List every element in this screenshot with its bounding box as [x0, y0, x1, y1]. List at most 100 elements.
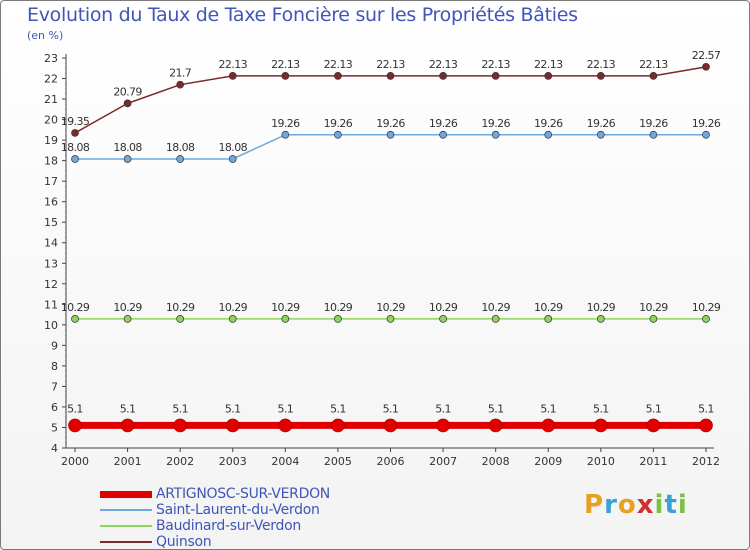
y-tick-label: 20: [44, 114, 58, 127]
y-minor-tick: [65, 339, 66, 341]
data-label: 18.08: [113, 141, 142, 154]
data-label: 19.26: [271, 117, 300, 130]
data-label: 10.29: [324, 301, 353, 314]
data-label: 19.26: [481, 117, 510, 130]
data-point: [702, 62, 710, 71]
data-label: 10.29: [61, 301, 90, 314]
y-tick-label: 16: [44, 196, 58, 209]
data-point: [334, 315, 342, 323]
data-point: [71, 129, 79, 137]
data-point: [123, 155, 132, 163]
data-point: [436, 418, 450, 433]
y-minor-tick: [65, 185, 66, 187]
y-minor-tick: [65, 401, 66, 403]
logo-letter: x: [636, 490, 655, 520]
data-label: 5.1: [383, 402, 399, 415]
y-minor-tick: [65, 437, 66, 439]
data-label: 21.7: [169, 67, 192, 80]
y-minor-tick: [65, 360, 66, 362]
data-point: [596, 130, 605, 139]
x-tick-label: 2003: [219, 455, 247, 468]
data-point: [702, 315, 710, 323]
data-label: 5.1: [488, 402, 504, 415]
y-tick-label: 10: [44, 319, 58, 332]
chart-title: Evolution du Taux de Taxe Foncière sur l…: [27, 4, 578, 26]
data-point: [544, 315, 553, 323]
data-point: [593, 418, 608, 433]
data-label: 22.13: [429, 58, 458, 71]
x-tick-label: 2007: [429, 455, 457, 468]
y-minor-tick: [65, 421, 66, 423]
y-minor-tick: [65, 134, 66, 136]
data-point: [596, 315, 605, 323]
y-minor-tick: [65, 298, 66, 300]
y-tick-label: 8: [51, 360, 58, 373]
data-label: 5.1: [120, 402, 136, 415]
data-label: 19.35: [61, 115, 90, 128]
x-tick-label: 2011: [639, 455, 667, 468]
data-point: [281, 72, 290, 80]
data-label: 5.1: [330, 402, 346, 415]
y-minor-tick: [65, 432, 66, 434]
y-minor-tick: [65, 411, 66, 413]
logo-letter: i: [677, 490, 688, 520]
data-point: [228, 315, 237, 323]
data-label: 5.1: [435, 402, 451, 415]
data-label: 22.13: [271, 58, 300, 71]
data-label: 5.1: [540, 402, 556, 415]
y-minor-tick: [65, 67, 66, 69]
data-point: [649, 130, 658, 139]
y-minor-tick: [65, 129, 66, 131]
y-minor-tick: [65, 375, 66, 377]
y-minor-tick: [65, 62, 66, 64]
legend-swatch-saint-laurent: [100, 509, 152, 511]
y-minor-tick: [65, 252, 66, 254]
y-minor-tick: [65, 206, 66, 208]
data-point: [491, 130, 500, 139]
y-minor-tick: [65, 190, 66, 192]
data-label: 19.26: [534, 117, 563, 130]
data-point: [386, 315, 395, 323]
y-tick-label: 23: [44, 52, 58, 65]
y-tick-label: 15: [44, 216, 58, 229]
data-label: 18.08: [219, 141, 248, 154]
y-minor-tick: [65, 237, 66, 239]
y-axis-unit-label: (en %): [27, 29, 64, 42]
y-tick-label: 6: [51, 401, 58, 414]
y-minor-tick: [65, 314, 66, 316]
y-minor-tick: [65, 231, 66, 233]
y-tick-label: 18: [44, 155, 58, 168]
data-point: [71, 315, 79, 323]
y-minor-tick: [65, 196, 66, 198]
data-point: [173, 418, 188, 433]
data-point: [71, 155, 79, 163]
data-point: [544, 72, 553, 80]
data-label: 22.13: [639, 58, 668, 71]
data-label: 10.29: [639, 301, 668, 314]
data-point: [541, 418, 556, 433]
y-minor-tick: [65, 211, 66, 213]
data-label: 10.29: [219, 301, 248, 314]
data-label: 19.26: [692, 117, 721, 130]
x-tick-label: 2001: [114, 455, 142, 468]
y-minor-tick: [65, 273, 66, 275]
x-tick-label: 2006: [377, 455, 405, 468]
y-minor-tick: [65, 308, 66, 310]
y-tick-label: 12: [44, 278, 58, 291]
data-point: [702, 130, 710, 139]
y-minor-tick: [65, 88, 66, 90]
data-label: 19.26: [429, 117, 458, 130]
data-point: [488, 418, 503, 433]
data-point: [699, 418, 713, 433]
data-point: [334, 72, 342, 80]
legend-swatch-quinson: [100, 541, 152, 543]
x-tick-label: 2010: [587, 455, 615, 468]
data-point: [386, 72, 395, 80]
data-point: [649, 72, 658, 80]
y-minor-tick: [65, 319, 66, 321]
x-tick-label: 2012: [692, 455, 720, 468]
data-point: [281, 130, 290, 139]
data-label: 5.1: [277, 402, 293, 415]
data-point: [439, 130, 447, 139]
